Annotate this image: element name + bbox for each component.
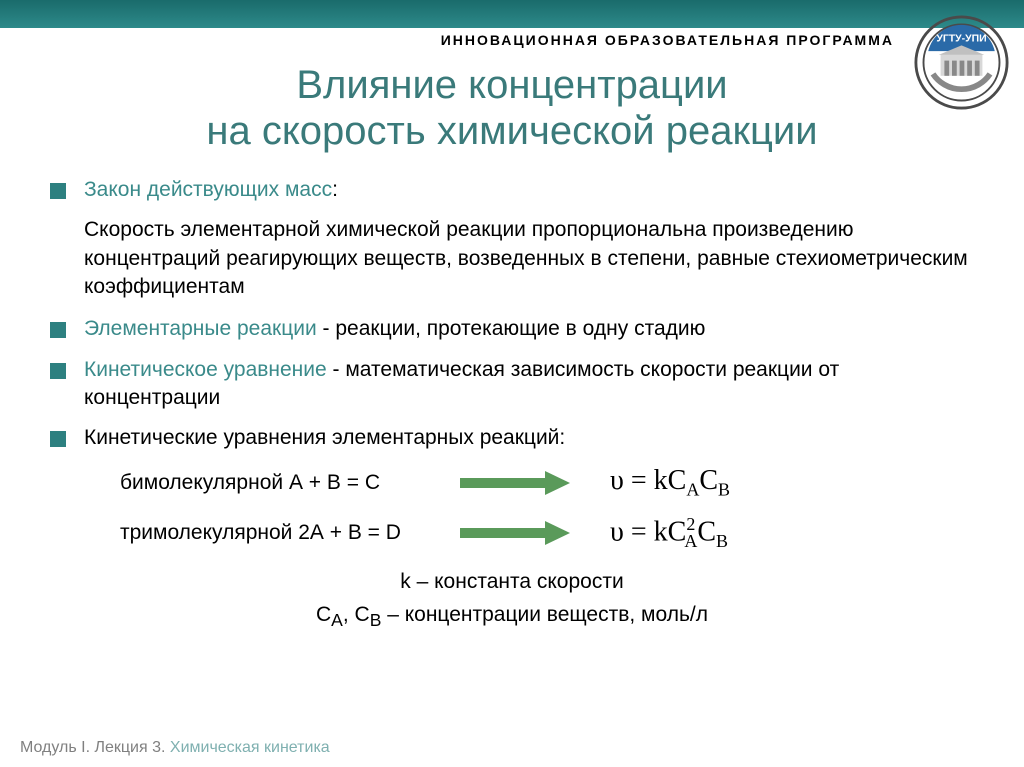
bullet-2-term: Элементарные реакции: [84, 317, 317, 340]
bullet-3-term: Кинетическое уравнение: [84, 358, 327, 381]
svg-text:УГТУ-УПИ: УГТУ-УПИ: [936, 34, 986, 45]
def-concentrations: СА, СВ – концентрации веществ, моль/л: [50, 599, 974, 634]
title-line-2: на скорость химической реакции: [206, 109, 817, 153]
bullet-4: Кинетические уравнения элементарных реак…: [50, 424, 974, 452]
arrow-icon: [460, 471, 570, 495]
bullet-3-text: Кинетическое уравнение - математическая …: [84, 356, 974, 413]
bullet-1-description: Скорость элементарной химической реакции…: [84, 216, 974, 301]
bullet-1-term: Закон действующих масс: [84, 178, 332, 201]
eq-1-formula: υ = kCACB: [610, 465, 730, 501]
footer: Модуль I. Лекция 3. Химическая кинетика: [20, 739, 330, 757]
eq-2-formula: υ = kC2ACB: [610, 514, 728, 552]
equations-block: бимолекулярной А + В = С υ = kCACB тримо…: [50, 465, 974, 553]
program-header: ИННОВАЦИОННАЯ ОБРАЗОВАТЕЛЬНАЯ ПРОГРАММА: [441, 32, 894, 48]
equation-row-2: тримолекулярной 2А + В = D υ = kC2ACB: [50, 514, 974, 552]
def-k: k – константа скорости: [50, 566, 974, 599]
title-line-1: Влияние концентрации: [296, 63, 727, 107]
page-title: Влияние концентрации на скорость химичес…: [0, 62, 1024, 154]
bullet-icon: [50, 431, 66, 447]
arrow-icon: [460, 521, 570, 545]
bullet-1-text: Закон действующих масс:: [84, 176, 338, 204]
eq-1-label: бимолекулярной А + В = С: [120, 471, 460, 495]
university-logo: УГТУ-УПИ: [914, 15, 1009, 110]
bullet-4-text: Кинетические уравнения элементарных реак…: [84, 424, 565, 452]
equation-row-1: бимолекулярной А + В = С υ = kCACB: [50, 465, 974, 501]
equation-definitions: k – константа скорости СА, СВ – концентр…: [50, 566, 974, 634]
bullet-icon: [50, 183, 66, 199]
content-area: Закон действующих масс: Скорость элемент…: [0, 154, 1024, 634]
eq-2-label: тримолекулярной 2А + В = D: [120, 521, 460, 545]
footer-module: Модуль I. Лекция 3.: [20, 739, 170, 756]
bullet-1: Закон действующих масс:: [50, 176, 974, 204]
bullet-icon: [50, 322, 66, 338]
bullet-icon: [50, 363, 66, 379]
bullet-2: Элементарные реакции - реакции, протекаю…: [50, 315, 974, 343]
bullet-3: Кинетическое уравнение - математическая …: [50, 356, 974, 413]
footer-topic: Химическая кинетика: [170, 739, 330, 756]
bullet-2-text: Элементарные реакции - реакции, протекаю…: [84, 315, 705, 343]
header-bar: [0, 0, 1024, 28]
